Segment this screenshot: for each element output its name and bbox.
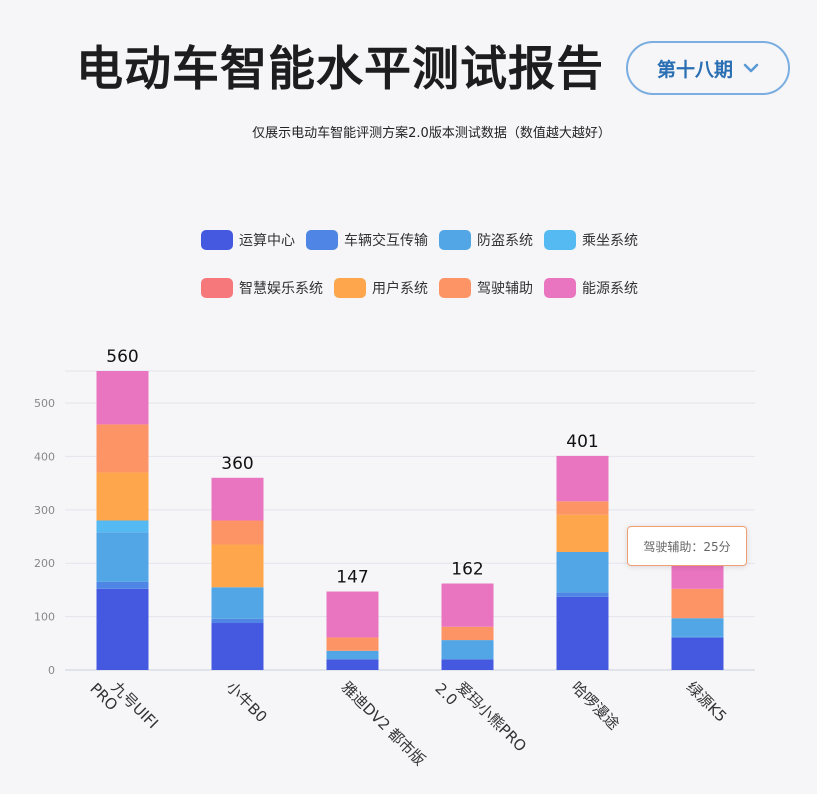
legend-item[interactable]: 防盗系统: [439, 230, 533, 250]
bar-segment: [441, 626, 494, 641]
chart-subtitle: 仅展示电动车智能评测方案2.0版本测试数据（数值越大越好）: [252, 126, 611, 141]
legend-swatch: [439, 278, 471, 298]
legend-swatch: [334, 278, 366, 298]
y-tick-label: 400: [34, 450, 55, 463]
legend-label: 运算中心: [239, 233, 295, 249]
bar-segment: [556, 501, 609, 515]
bar-segment: [671, 637, 724, 670]
x-tick-label: 九号UIFIPRO: [86, 668, 161, 743]
bar-segment: [96, 371, 149, 425]
bar-total-label: 401: [566, 432, 598, 452]
legend-label: 驾驶辅助: [477, 281, 533, 297]
bar-segment: [96, 588, 149, 670]
legend-item[interactable]: 车辆交互传输: [306, 230, 428, 250]
bar-segment: [211, 520, 264, 545]
legend-label: 防盗系统: [477, 233, 533, 249]
bar-segment: [671, 588, 724, 619]
legend-item[interactable]: 能源系统: [544, 278, 638, 298]
legend-label: 能源系统: [582, 281, 638, 297]
bar-segment: [556, 514, 609, 553]
legend-label: 智慧娱乐系统: [239, 281, 323, 297]
y-tick-label: 300: [34, 504, 55, 517]
legend-swatch: [439, 230, 471, 250]
bar-segment: [326, 637, 379, 651]
bar-segment: [441, 659, 494, 670]
y-tick-label: 0: [48, 664, 55, 677]
bar-segment: [211, 544, 264, 588]
bar-segment: [211, 618, 264, 624]
bar-segment: [96, 472, 149, 521]
x-tick-label: 绿源K5: [683, 678, 731, 726]
legend-swatch: [544, 278, 576, 298]
legend-swatch: [306, 230, 338, 250]
bar-segment: [211, 623, 264, 670]
legend-swatch: [201, 230, 233, 250]
bar-segment: [556, 552, 609, 593]
bar-segment: [556, 455, 609, 502]
bar-segment: [556, 596, 609, 670]
period-label: 第十八期: [656, 58, 733, 81]
bar-total-label: 162: [451, 560, 483, 580]
bar-segment: [96, 520, 149, 533]
bar-segment: [556, 592, 609, 597]
bar-segment: [326, 659, 379, 670]
tooltip-text: 驾驶辅助：25分: [643, 539, 731, 554]
legend-label: 乘坐系统: [582, 233, 638, 249]
legend-item[interactable]: 用户系统: [334, 278, 428, 298]
bar-total-label: 360: [221, 454, 253, 474]
bar-segment: [671, 618, 724, 637]
chart-legend-row-1: 运算中心 车辆交互传输 防盗系统 乘坐系统: [201, 230, 649, 250]
legend-item[interactable]: 智慧娱乐系统: [201, 278, 323, 298]
legend-swatch: [201, 278, 233, 298]
legend-item[interactable]: 驾驶辅助: [439, 278, 533, 298]
x-tick-label: 雅迪DV2 都市版: [338, 678, 429, 769]
x-tick-label: 爱玛小熊PRO2.0: [431, 668, 529, 766]
x-tick-label: 哈啰漫途: [568, 678, 623, 733]
period-dropdown-button[interactable]: 第十八期: [626, 41, 790, 95]
chart-legend-row-2: 智慧娱乐系统 用户系统 驾驶辅助 能源系统: [201, 278, 649, 298]
bar-segment: [441, 640, 494, 660]
page-title: 电动车智能水平测试报告: [76, 42, 604, 97]
legend-item[interactable]: 乘坐系统: [544, 230, 638, 250]
bar-segment: [441, 583, 494, 627]
bar-segment: [326, 591, 379, 638]
legend-label: 用户系统: [372, 281, 428, 297]
legend-swatch: [544, 230, 576, 250]
bar-segment: [211, 477, 264, 521]
bar-total-label: 147: [336, 568, 368, 588]
bar-segment: [211, 587, 264, 619]
chart-tooltip: 驾驶辅助：25分: [627, 526, 747, 566]
y-tick-label: 100: [34, 611, 55, 624]
chevron-down-icon: [743, 63, 759, 73]
x-tick-label: 小牛B0: [223, 678, 271, 726]
bar-segment: [671, 636, 724, 638]
y-tick-label: 200: [34, 557, 55, 570]
bar-segment: [326, 650, 379, 660]
bar-segment: [96, 581, 149, 589]
legend-item[interactable]: 运算中心: [201, 230, 295, 250]
y-tick-label: 500: [34, 397, 55, 410]
bar-segment: [96, 424, 149, 473]
legend-label: 车辆交互传输: [344, 233, 428, 249]
bar-total-label: 560: [106, 347, 138, 367]
bar-segment: [96, 532, 149, 582]
